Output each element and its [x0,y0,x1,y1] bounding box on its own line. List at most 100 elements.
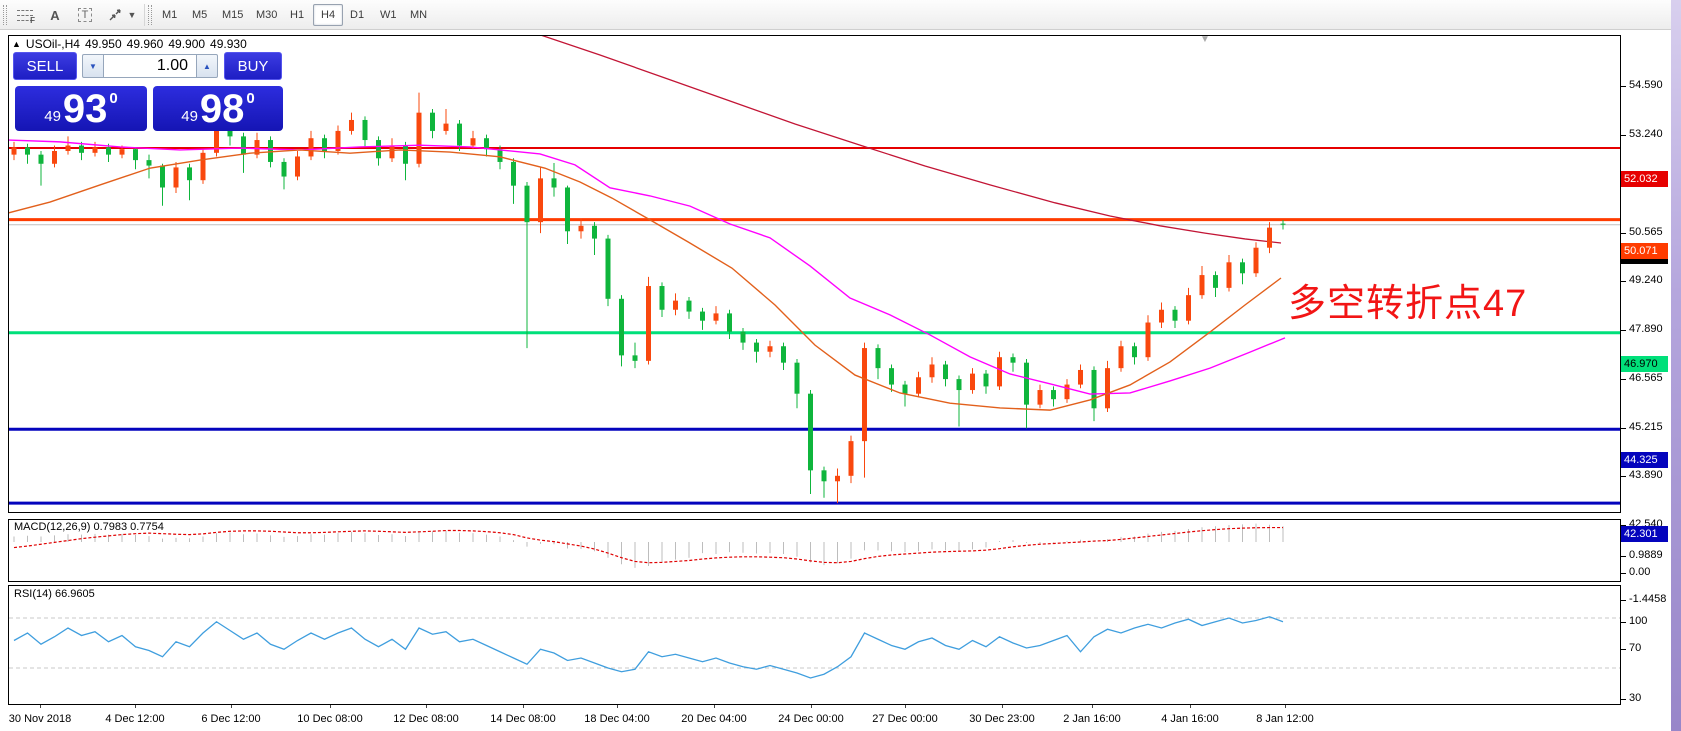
candle [11,141,17,161]
rsi-pane[interactable] [0,585,1671,708]
time-label: 30 Nov 2018 [8,713,72,725]
ohlc-open: 49.950 [84,37,122,51]
volume-increase-button[interactable]: ▲ [196,54,218,78]
candle [578,218,584,239]
candle [997,351,1002,391]
price-tick [1621,379,1626,380]
macd-pane[interactable] [0,519,1671,585]
fibonacci-icon[interactable]: F [12,3,38,27]
candle [1226,255,1232,292]
candle [52,145,57,168]
price-axis[interactable]: 54.59053.24051.91550.56549.24047.89046.5… [1621,31,1673,731]
candle [133,147,138,170]
sell-button[interactable]: SELL [13,52,77,80]
candle [1105,360,1110,412]
candle [862,342,867,478]
candle [821,466,827,498]
chart-shift-marker-icon[interactable]: ▼ [1200,34,1210,45]
candle [956,375,962,427]
candle [281,158,287,190]
ma-slow-line[interactable] [535,33,1282,244]
time-tick [1285,705,1286,708]
macd-axis-label: 0.00 [1629,566,1651,578]
rsi-axis-label: 100 [1629,615,1648,627]
timeframe-button-m30[interactable]: M30 [256,9,278,21]
candle [1037,384,1043,409]
timeframe-button-m1[interactable]: M1 [162,9,178,21]
rsi-border [8,585,1621,705]
arrows-icon[interactable] [102,3,128,27]
candle [808,390,813,495]
timeframe-button-m15[interactable]: M15 [222,9,244,21]
time-tick [231,705,232,708]
time-tick [714,705,715,708]
candle [511,158,516,204]
fibonacci-lines-glyph: F [17,8,35,25]
time-label: 10 Dec 08:00 [297,713,363,725]
volume-input[interactable] [104,54,196,78]
timeframe-button-h4[interactable]: H4 [313,4,344,26]
text-label-icon[interactable]: T [72,3,98,27]
volume-decrease-button[interactable]: ▼ [82,54,104,78]
sell-price-button[interactable]: 49 93 0 [15,86,147,131]
timeframe-button-w1[interactable]: W1 [380,9,397,21]
text-icon[interactable]: A [42,3,68,27]
candle [416,92,422,168]
timeframe-button-m5[interactable]: M5 [192,9,208,21]
candle [713,306,719,325]
rsi-label: RSI(14) 66.9605 [14,588,95,600]
candle [1145,315,1151,361]
candle [403,141,408,181]
toolbar-separator [144,4,145,26]
window-right-border[interactable] [1671,0,1681,731]
rsi-line[interactable] [13,616,1284,679]
candle [173,161,179,193]
price-tick [1621,330,1626,331]
candle [1159,302,1164,328]
price-tick [1621,86,1626,87]
candle [646,276,651,365]
time-label: 2 Jan 16:00 [1063,713,1121,725]
macd-signal-line[interactable] [13,526,1283,564]
price-tick-label: 49.240 [1629,274,1663,286]
candle [740,328,746,350]
candle [673,293,678,316]
candle [686,296,692,319]
candle [1051,386,1056,407]
time-axis[interactable]: 30 Nov 2018 4 Dec 12:00 6 Dec 12:00 10 Dec … [0,705,1671,728]
ma-fast-line[interactable] [8,139,1286,395]
rsi-axis-tick [1621,649,1626,650]
time-tick [523,705,524,708]
candle [565,185,570,245]
macd-axis-tick [1621,556,1626,557]
macd-axis-label: -1.4458 [1629,593,1667,605]
timeframe-button-h1[interactable]: H1 [290,9,305,21]
time-tick [905,705,906,708]
price-tick-label: 45.215 [1629,421,1663,433]
candle [659,282,665,318]
toolbar-grip[interactable] [3,5,7,25]
buy-price-button[interactable]: 49 98 0 [153,86,283,131]
timeframe-button-mn[interactable]: MN [410,9,428,21]
arrows-dropdown-caret[interactable]: ▼ [127,10,137,20]
time-tick [811,705,812,708]
candle [65,136,71,155]
timeframe-grip[interactable] [148,5,152,25]
time-tick [617,705,618,708]
time-label: 30 Dec 23:00 [969,713,1035,725]
candle [1010,353,1016,372]
candle [1186,287,1191,325]
collapse-arrow-icon[interactable]: ▲ [12,39,21,49]
main-plot-content [8,33,1620,505]
macd-axis-tick [1621,573,1626,574]
ma-mid-line[interactable] [8,149,1282,411]
candle [835,468,840,504]
timeframe-button-d1[interactable]: D1 [350,9,365,21]
price-tick [1621,525,1626,526]
candle [1199,265,1205,299]
candle [1024,359,1029,429]
ohlc-high: 49.960 [126,37,164,51]
candle [362,116,368,148]
buy-button[interactable]: BUY [224,52,282,80]
time-tick [1002,705,1003,708]
